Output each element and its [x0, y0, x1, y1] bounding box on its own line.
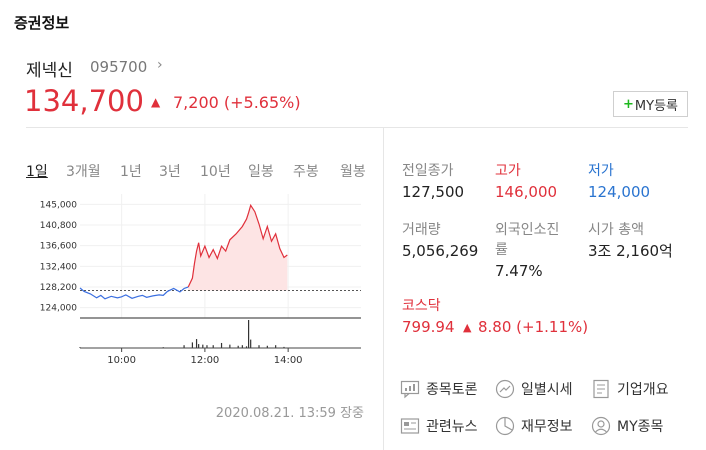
stock-name[interactable]: 제넥신 [26, 61, 73, 81]
index-value: 799.94 [402, 318, 455, 336]
x-tick-label: 14:00 [274, 355, 303, 366]
y-tick-label: 128,200 [40, 283, 77, 293]
trend-icon [495, 379, 515, 399]
divider [383, 128, 384, 450]
link-label: 종목토론 [426, 382, 478, 398]
price-line-below-reference [79, 286, 189, 300]
stat-label: 거래량 [402, 222, 441, 238]
section-title: 증권정보 [14, 14, 70, 32]
stat-value: 7.47% [495, 262, 543, 280]
link-company-overview[interactable]: 기업개요 [591, 379, 669, 399]
stat-high: 고가 146,000 [495, 161, 557, 203]
my-register-button[interactable]: + MY등록 [613, 91, 688, 117]
stat-label: 시가 총액 [588, 222, 644, 238]
link-financial-info[interactable]: 재무정보 [495, 416, 573, 436]
link-daily-quotes[interactable]: 일별시세 [495, 379, 573, 399]
stat-value: 146,000 [495, 183, 558, 201]
index-change: 8.80 (+1.11%) [478, 318, 589, 336]
chevron-right-icon[interactable]: › [157, 57, 163, 73]
plus-icon: + [623, 96, 634, 112]
stat-label: 고가 [495, 163, 521, 179]
stat-volume: 거래량 5,056,269 [402, 220, 478, 262]
price-area-fill [188, 205, 288, 291]
link-related-news[interactable]: 관련뉴스 [400, 416, 478, 436]
link-label: 기업개요 [617, 382, 669, 398]
stat-value: 124,000 [588, 183, 651, 201]
stat-prev-close: 전일종가 127,500 [402, 161, 464, 203]
up-arrow-icon: ▲ [151, 95, 161, 109]
price-line-above-reference [187, 203, 288, 288]
tab-weekly-candle[interactable]: 주봉 [293, 164, 319, 180]
chart-timestamp: 2020.08.21. 13:59 장중 [215, 406, 364, 421]
stat-label: 저가 [588, 163, 614, 179]
y-tick-label: 145,000 [40, 200, 77, 210]
stat-label-cont: 률 [495, 242, 508, 258]
stat-label: 외국인소진 [495, 222, 560, 238]
link-my-stocks[interactable]: MY종목 [591, 416, 663, 436]
stat-foreign-ownership: 외국인소진 률 7.47% [495, 220, 559, 282]
stat-low: 저가 124,000 [588, 161, 650, 203]
stat-label: 전일종가 [402, 163, 454, 179]
price-change: 7,200 (+5.65%) [173, 93, 301, 112]
intraday-price-chart: 145,000 140,800 136,600 132,400 128,200 124,0… [40, 194, 361, 366]
stat-value: 127,500 [402, 183, 465, 201]
tab-1-day[interactable]: 1일 [26, 164, 48, 180]
y-tick-label: 124,000 [40, 304, 77, 314]
tab-3-months[interactable]: 3개월 [66, 164, 101, 180]
divider [26, 127, 688, 128]
tab-daily-candle[interactable]: 일봉 [248, 164, 274, 180]
stat-value: 5,056,269 [402, 242, 479, 260]
tab-1-year[interactable]: 1년 [120, 164, 142, 180]
document-icon [593, 379, 609, 399]
x-tick-label: 12:00 [190, 355, 219, 366]
link-label: 관련뉴스 [426, 419, 478, 435]
y-tick-label: 132,400 [40, 262, 77, 272]
link-label: 재무정보 [521, 419, 573, 435]
current-price: 134,700 [24, 84, 144, 118]
stat-market-cap: 시가 총액 3조 2,160억 [588, 220, 673, 262]
pie-chart-icon [495, 416, 515, 436]
tab-10-years[interactable]: 10년 [200, 164, 231, 180]
up-arrow-icon: ▲ [463, 321, 472, 334]
y-tick-label: 140,800 [40, 221, 77, 231]
link-forum[interactable]: 종목토론 [400, 379, 478, 399]
news-icon [400, 418, 420, 434]
stock-code[interactable]: 095700 [90, 58, 148, 76]
my-register-label: MY등록 [634, 98, 678, 114]
user-icon [591, 416, 611, 436]
tab-monthly-candle[interactable]: 월봉 [340, 164, 366, 180]
x-tick-label: 10:00 [107, 355, 136, 366]
link-label: 일별시세 [521, 382, 573, 398]
index-name-block: 코스닥 [402, 296, 441, 316]
stat-value: 3조 2,160억 [588, 242, 673, 260]
link-label: MY종목 [617, 419, 664, 435]
tab-3-years[interactable]: 3년 [159, 164, 181, 180]
forum-icon [400, 380, 420, 399]
index-name[interactable]: 코스닥 [402, 298, 441, 314]
y-tick-label: 136,600 [40, 242, 77, 252]
